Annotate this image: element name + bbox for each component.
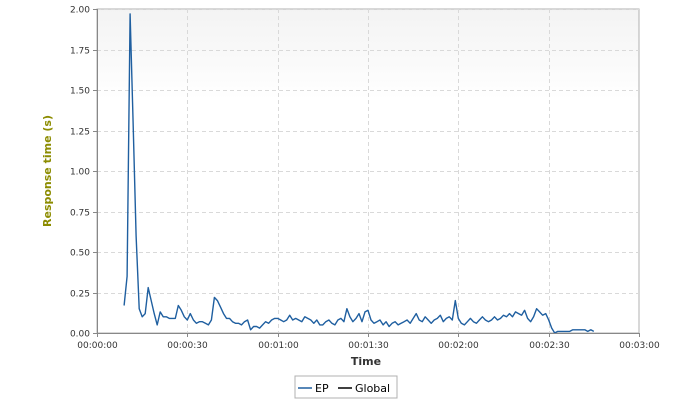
y-tick-label: 1.25 bbox=[70, 128, 90, 138]
x-tick-label: 00:00:30 bbox=[167, 341, 208, 351]
y-tick-label: 1.50 bbox=[70, 87, 90, 97]
y-axis-ticks: 0.00 0.25 0.50 0.75 1.00 1.25 1.50 1.75 2.00 bbox=[70, 6, 97, 340]
y-tick-label: 1.00 bbox=[70, 168, 90, 178]
legend-label-global: Global bbox=[355, 382, 390, 395]
y-tick-label: 2.00 bbox=[70, 6, 90, 16]
legend-box bbox=[294, 375, 398, 399]
x-tick-label: 00:03:00 bbox=[619, 341, 660, 351]
x-tick-label: 00:00:00 bbox=[77, 341, 118, 351]
legend-label-ep: EP bbox=[315, 382, 329, 395]
series-line-ep bbox=[123, 13, 595, 334]
x-tick-label: 00:01:30 bbox=[348, 341, 389, 351]
y-tick-label: 0.75 bbox=[70, 209, 90, 219]
x-tick-label: 00:02:00 bbox=[438, 341, 479, 351]
y-axis-title: Response time (s) bbox=[41, 115, 54, 227]
y-tick-label: 0.00 bbox=[70, 330, 90, 340]
y-tick-label: 1.75 bbox=[70, 47, 90, 57]
x-tick-label: 00:02:30 bbox=[529, 341, 570, 351]
legend: EP Global bbox=[294, 375, 398, 399]
y-tick-label: 0.50 bbox=[70, 249, 90, 259]
x-tick-label: 00:01:00 bbox=[258, 341, 299, 351]
series-layer bbox=[123, 13, 595, 334]
grid bbox=[97, 9, 639, 333]
x-axis-title: Time bbox=[351, 355, 381, 368]
y-tick-label: 0.25 bbox=[70, 290, 90, 300]
x-axis-ticks: 00:00:00 00:00:30 00:01:00 00:01:30 00:02:00… bbox=[77, 333, 660, 351]
